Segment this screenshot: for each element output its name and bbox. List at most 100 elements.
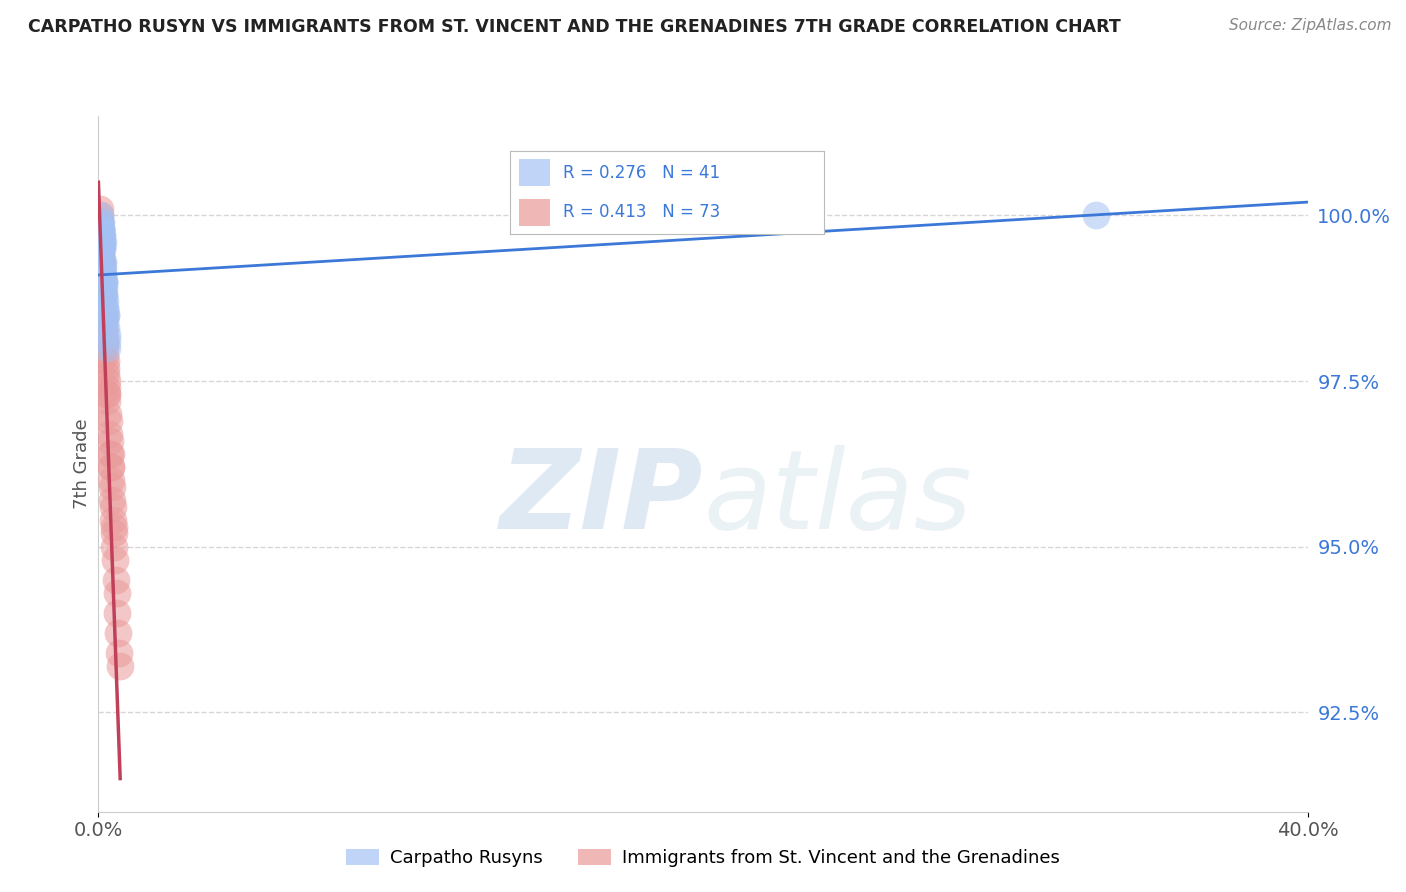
Point xyxy=(91,235,114,249)
Point xyxy=(90,215,112,229)
Point xyxy=(96,393,118,408)
Point xyxy=(96,334,118,349)
Point xyxy=(89,208,111,222)
Text: ZIP: ZIP xyxy=(499,445,703,552)
Point xyxy=(90,254,112,268)
Point xyxy=(96,341,118,355)
Point xyxy=(94,334,117,349)
Point xyxy=(89,221,111,235)
Point xyxy=(90,248,112,262)
Point xyxy=(103,520,125,534)
Point xyxy=(96,387,118,401)
Point xyxy=(96,368,118,382)
Point xyxy=(90,235,112,249)
Point xyxy=(91,288,114,302)
Point xyxy=(94,314,117,328)
Point xyxy=(90,235,112,249)
Point xyxy=(91,261,114,276)
Point xyxy=(90,254,112,268)
Point xyxy=(100,460,122,475)
Point xyxy=(93,314,115,328)
Point xyxy=(96,374,118,388)
Point xyxy=(89,221,111,235)
Point xyxy=(108,659,131,673)
Point xyxy=(93,308,115,322)
Point xyxy=(90,221,112,235)
Point xyxy=(100,460,122,475)
Point xyxy=(90,242,112,256)
Point xyxy=(91,268,114,282)
Point xyxy=(90,221,112,235)
Point xyxy=(89,228,111,243)
Point xyxy=(90,242,112,256)
Point xyxy=(96,381,118,395)
Point xyxy=(94,334,117,349)
Point xyxy=(93,327,115,342)
Point xyxy=(90,254,112,268)
Point xyxy=(105,606,128,620)
Point xyxy=(96,327,118,342)
Point xyxy=(91,254,114,268)
Point xyxy=(90,235,112,249)
Point xyxy=(90,228,112,243)
Point xyxy=(89,215,111,229)
Point xyxy=(91,261,114,276)
Point xyxy=(96,387,118,401)
Point xyxy=(90,228,112,243)
Point xyxy=(94,360,117,375)
Point xyxy=(90,221,112,235)
Point xyxy=(93,308,115,322)
Point xyxy=(93,321,115,335)
Point xyxy=(90,242,112,256)
Point xyxy=(90,228,112,243)
Point xyxy=(100,447,122,461)
Point xyxy=(96,321,118,335)
Point xyxy=(91,294,114,309)
Legend: Carpatho Rusyns, Immigrants from St. Vincent and the Grenadines: Carpatho Rusyns, Immigrants from St. Vin… xyxy=(339,841,1067,874)
Point xyxy=(93,321,115,335)
Point xyxy=(91,268,114,282)
Point xyxy=(94,301,117,315)
Point xyxy=(90,228,112,243)
Point xyxy=(100,474,122,488)
Point xyxy=(93,288,115,302)
Point xyxy=(90,242,112,256)
Point xyxy=(101,500,124,514)
Point xyxy=(91,242,114,256)
Point xyxy=(108,646,131,660)
Point xyxy=(90,235,112,249)
Text: atlas: atlas xyxy=(703,445,972,552)
Point xyxy=(94,354,117,368)
Point xyxy=(90,242,112,256)
Point xyxy=(91,268,114,282)
Point xyxy=(97,407,120,421)
Point xyxy=(94,308,117,322)
Point xyxy=(94,347,117,361)
Point xyxy=(94,341,117,355)
Point xyxy=(90,242,112,256)
Point xyxy=(98,447,121,461)
Point xyxy=(93,275,115,289)
Point xyxy=(89,208,111,222)
Point xyxy=(90,254,112,268)
Point xyxy=(89,215,111,229)
Point xyxy=(89,215,111,229)
Point xyxy=(91,228,114,243)
Point xyxy=(90,235,112,249)
Point xyxy=(94,294,117,309)
Point xyxy=(98,414,121,428)
Text: CARPATHO RUSYN VS IMMIGRANTS FROM ST. VINCENT AND THE GRENADINES 7TH GRADE CORRE: CARPATHO RUSYN VS IMMIGRANTS FROM ST. VI… xyxy=(28,18,1121,36)
Point xyxy=(93,275,115,289)
Point xyxy=(91,261,114,276)
Point xyxy=(98,427,121,442)
Point xyxy=(104,553,127,567)
Point xyxy=(91,242,114,256)
Point xyxy=(91,281,114,295)
Point xyxy=(104,573,127,587)
Y-axis label: 7th Grade: 7th Grade xyxy=(73,418,91,509)
Point xyxy=(93,288,115,302)
Point xyxy=(103,526,125,541)
Text: Source: ZipAtlas.com: Source: ZipAtlas.com xyxy=(1229,18,1392,33)
Point xyxy=(101,513,124,527)
Point xyxy=(89,202,111,216)
